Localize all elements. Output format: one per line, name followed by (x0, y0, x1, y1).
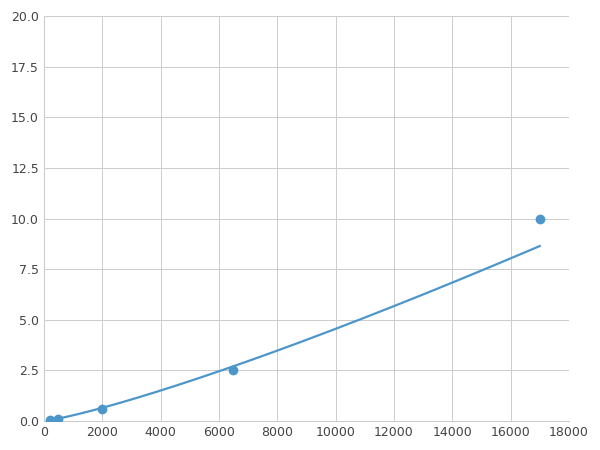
Point (45, 416, 55, 423)
Point (97, 405, 107, 413)
Point (229, 367, 238, 374)
Point (535, 215, 545, 222)
Point (53, 415, 63, 423)
